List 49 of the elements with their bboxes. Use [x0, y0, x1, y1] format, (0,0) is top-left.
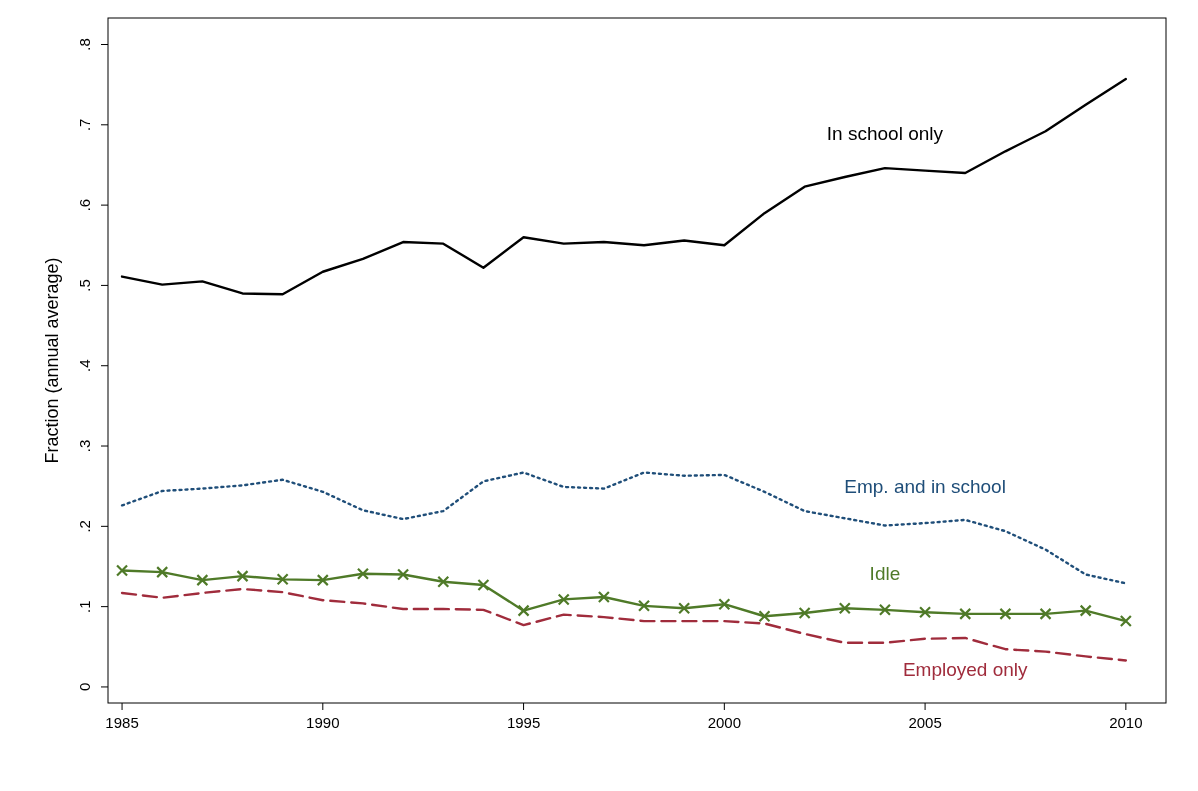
point [276, 573, 289, 586]
x-tick-label: 1995 [506, 714, 541, 731]
y-tick-label: .3 [76, 439, 93, 453]
point [196, 574, 209, 587]
x-tick-label: 2010 [1109, 714, 1143, 731]
y-tick-label: .4 [76, 359, 93, 372]
point [1039, 607, 1052, 620]
series-label: In school only [826, 123, 944, 145]
y-tick-label: .2 [76, 520, 93, 533]
point [397, 568, 410, 581]
y-tick-label: .1 [76, 600, 93, 613]
point [637, 599, 651, 612]
point [999, 607, 1012, 620]
point [918, 606, 932, 619]
series-label: Emp. and in school [844, 476, 1006, 498]
y-tick-label: .6 [76, 198, 93, 212]
y-tick-label: .5 [76, 279, 93, 292]
x-tick-label: 1985 [105, 714, 139, 731]
point [517, 604, 530, 617]
y-tick-label: .7 [76, 118, 93, 132]
series-label: Employed only [902, 658, 1029, 680]
point [597, 590, 610, 604]
line-series [120, 77, 1128, 296]
y-tick-label: 0 [76, 682, 93, 692]
point [156, 566, 169, 579]
point [236, 570, 249, 583]
point [316, 574, 329, 587]
y-axis-title: Fraction (annual average) [42, 257, 62, 464]
point [1119, 614, 1132, 628]
point [477, 578, 490, 592]
x-tick-label: 2005 [908, 714, 942, 731]
point [878, 603, 892, 616]
point [838, 602, 851, 615]
point [1079, 604, 1092, 617]
point [557, 593, 570, 606]
line-series [120, 587, 1128, 662]
point [758, 610, 771, 623]
point [798, 606, 811, 620]
line-series [120, 471, 1128, 585]
point [115, 564, 129, 577]
point [959, 607, 972, 620]
y-tick-label: .8 [76, 38, 93, 51]
point [718, 598, 731, 611]
point [678, 602, 691, 615]
point [437, 575, 450, 588]
x-tick-label: 1990 [306, 714, 340, 731]
point [356, 567, 370, 580]
x-tick-label: 2000 [707, 714, 742, 731]
series-label: Idle [869, 562, 901, 584]
